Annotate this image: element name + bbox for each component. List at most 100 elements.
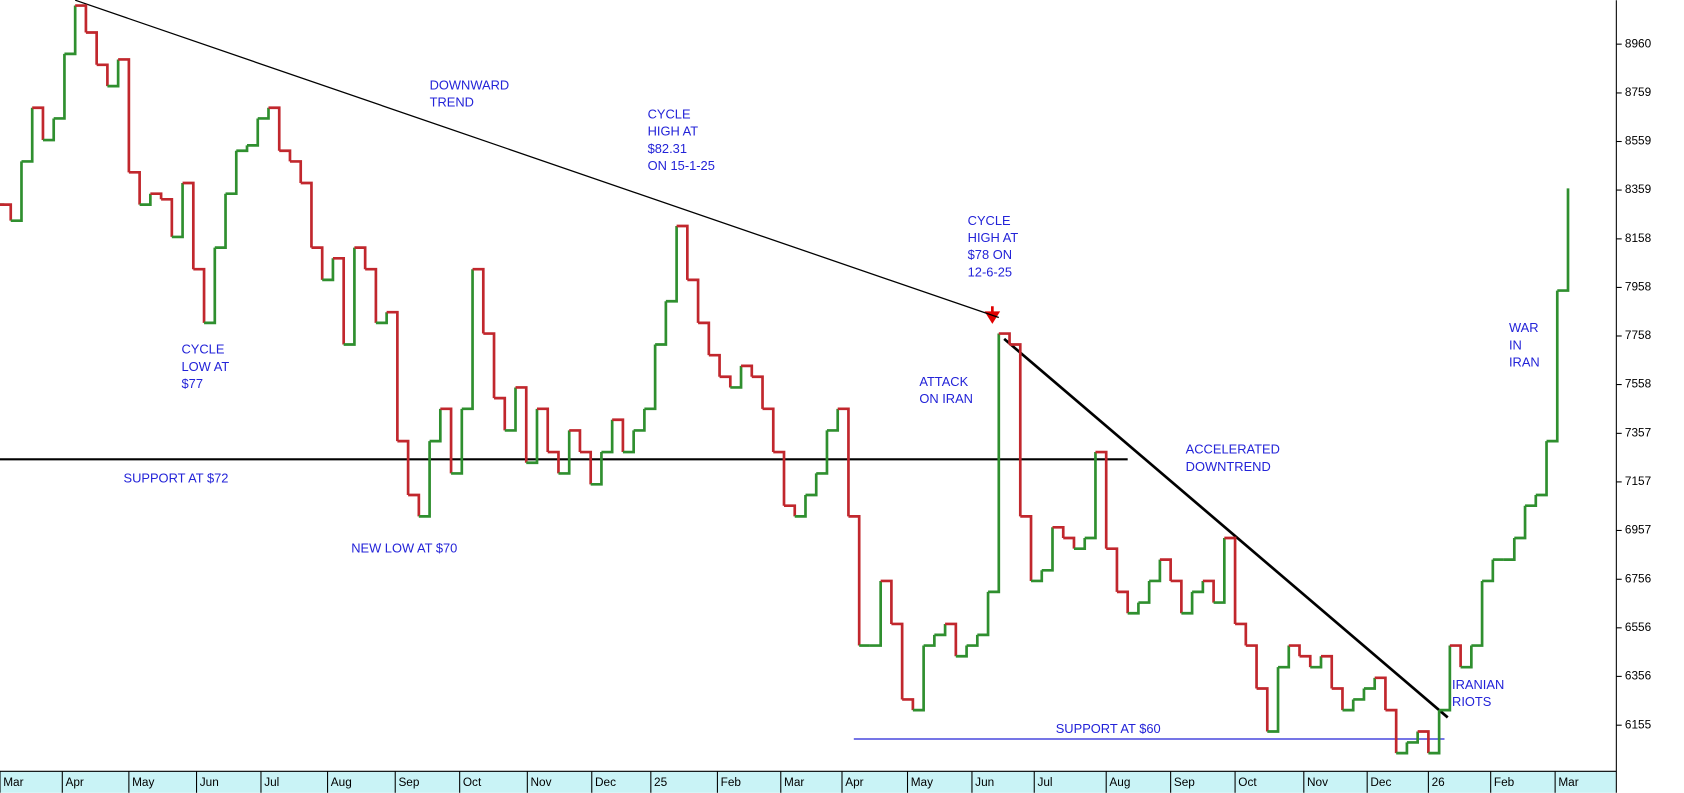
- price-bar: [730, 365, 743, 389]
- price-bar: [612, 418, 625, 453]
- price-bar: [440, 407, 453, 474]
- annotation: $82.31: [648, 141, 687, 156]
- price-bar: [1331, 687, 1344, 711]
- price-bar: [332, 256, 346, 345]
- x-tick-label: Feb: [721, 775, 742, 789]
- price-bar: [966, 634, 979, 647]
- price-bar: [945, 622, 958, 657]
- price-bar: [536, 407, 550, 453]
- price-bar: [1342, 699, 1355, 712]
- price-bar: [300, 181, 313, 248]
- price-bar: [75, 4, 88, 33]
- price-bar: [1460, 645, 1473, 669]
- price-bar: [1406, 731, 1419, 744]
- price-bar: [451, 408, 464, 475]
- price-bar: [1557, 188, 1570, 292]
- y-tick-label: 8359: [1625, 182, 1651, 196]
- price-bar: [1449, 644, 1462, 668]
- price-bar: [311, 246, 324, 280]
- annotation: ON IRAN: [919, 391, 973, 406]
- price-bar: [461, 269, 474, 411]
- trend-line: [74, 0, 1000, 319]
- x-tick-label: Jul: [264, 775, 279, 789]
- price-bar: [687, 278, 700, 323]
- price-bar: [128, 171, 141, 205]
- price-bar: [1020, 515, 1033, 581]
- price-bar: [1288, 644, 1301, 657]
- price-bar: [1439, 645, 1452, 712]
- annotation: CYCLE: [648, 107, 691, 122]
- y-tick-label: 6155: [1625, 717, 1652, 731]
- price-bar: [397, 439, 410, 496]
- price-bar: [622, 430, 635, 454]
- y-tick-label: 8960: [1625, 36, 1652, 50]
- price-bar: [0, 203, 13, 221]
- price-bar: [880, 579, 893, 624]
- price-bar: [1535, 441, 1548, 497]
- price-bar: [579, 450, 593, 485]
- price-bar: [794, 495, 807, 518]
- price-bar: [1482, 559, 1495, 583]
- price-bar: [408, 493, 421, 517]
- annotation: ATTACK: [919, 374, 968, 389]
- price-bar: [955, 645, 968, 658]
- price-bar: [912, 645, 925, 712]
- price-bar: [64, 5, 77, 56]
- x-tick-label: 26: [1432, 775, 1446, 789]
- x-axis-band: [0, 771, 1617, 793]
- price-bar: [139, 193, 152, 206]
- price-bar: [1009, 343, 1022, 517]
- price-bar: [698, 321, 711, 356]
- annotation: IRAN: [1509, 355, 1540, 370]
- x-tick-label: Oct: [463, 775, 482, 789]
- x-tick-label: Jul: [1037, 775, 1052, 789]
- price-bar: [1170, 579, 1183, 614]
- price-bar: [322, 258, 335, 282]
- price-bar: [1374, 676, 1387, 711]
- annotation: IRANIAN: [1452, 677, 1504, 692]
- price-bar: [193, 267, 206, 323]
- price-bar: [494, 396, 507, 431]
- price-bar: [1363, 677, 1377, 690]
- price-bar: [1471, 580, 1484, 647]
- y-tick-label: 7558: [1625, 377, 1652, 391]
- price-bar: [891, 622, 904, 700]
- price-bar: [526, 408, 539, 465]
- price-bar: [741, 364, 754, 377]
- annotation: TREND: [430, 95, 474, 110]
- x-tick-label: Apr: [66, 775, 84, 789]
- annotation: HIGH AT: [968, 230, 1019, 245]
- annotation: SUPPORT AT $72: [124, 471, 229, 486]
- annotation: WAR: [1509, 320, 1539, 335]
- price-bar: [837, 407, 850, 517]
- price-bar: [1181, 591, 1194, 615]
- x-tick-label: Aug: [331, 775, 352, 789]
- price-bar: [53, 53, 66, 120]
- x-tick-label: Jun: [200, 775, 219, 789]
- annotation: NEW LOW AT $70: [351, 540, 457, 555]
- y-tick-label: 6356: [1625, 669, 1652, 683]
- price-bar: [429, 408, 442, 443]
- price-bar: [1353, 688, 1366, 701]
- annotation: DOWNTREND: [1186, 459, 1271, 474]
- price-bar: [708, 353, 721, 377]
- price-bar: [1278, 645, 1291, 669]
- annotation: 12-6-25: [968, 264, 1012, 279]
- x-tick-label: Jun: [975, 775, 994, 789]
- price-bar: [1546, 290, 1559, 443]
- price-bar: [1514, 505, 1527, 540]
- x-tick-label: Mar: [1558, 775, 1578, 789]
- price-bar: [934, 623, 947, 637]
- price-bar: [247, 118, 260, 147]
- price-bar: [1106, 547, 1119, 592]
- price-bar: [1235, 622, 1248, 646]
- annotation: SUPPORT AT $60: [1056, 721, 1161, 736]
- price-bar: [386, 310, 399, 442]
- annotation: RIOTS: [1452, 694, 1491, 709]
- price-bar: [236, 145, 249, 153]
- price-bar: [558, 430, 571, 475]
- y-tick-label: 7758: [1625, 328, 1652, 342]
- y-tick-label: 7357: [1625, 425, 1651, 439]
